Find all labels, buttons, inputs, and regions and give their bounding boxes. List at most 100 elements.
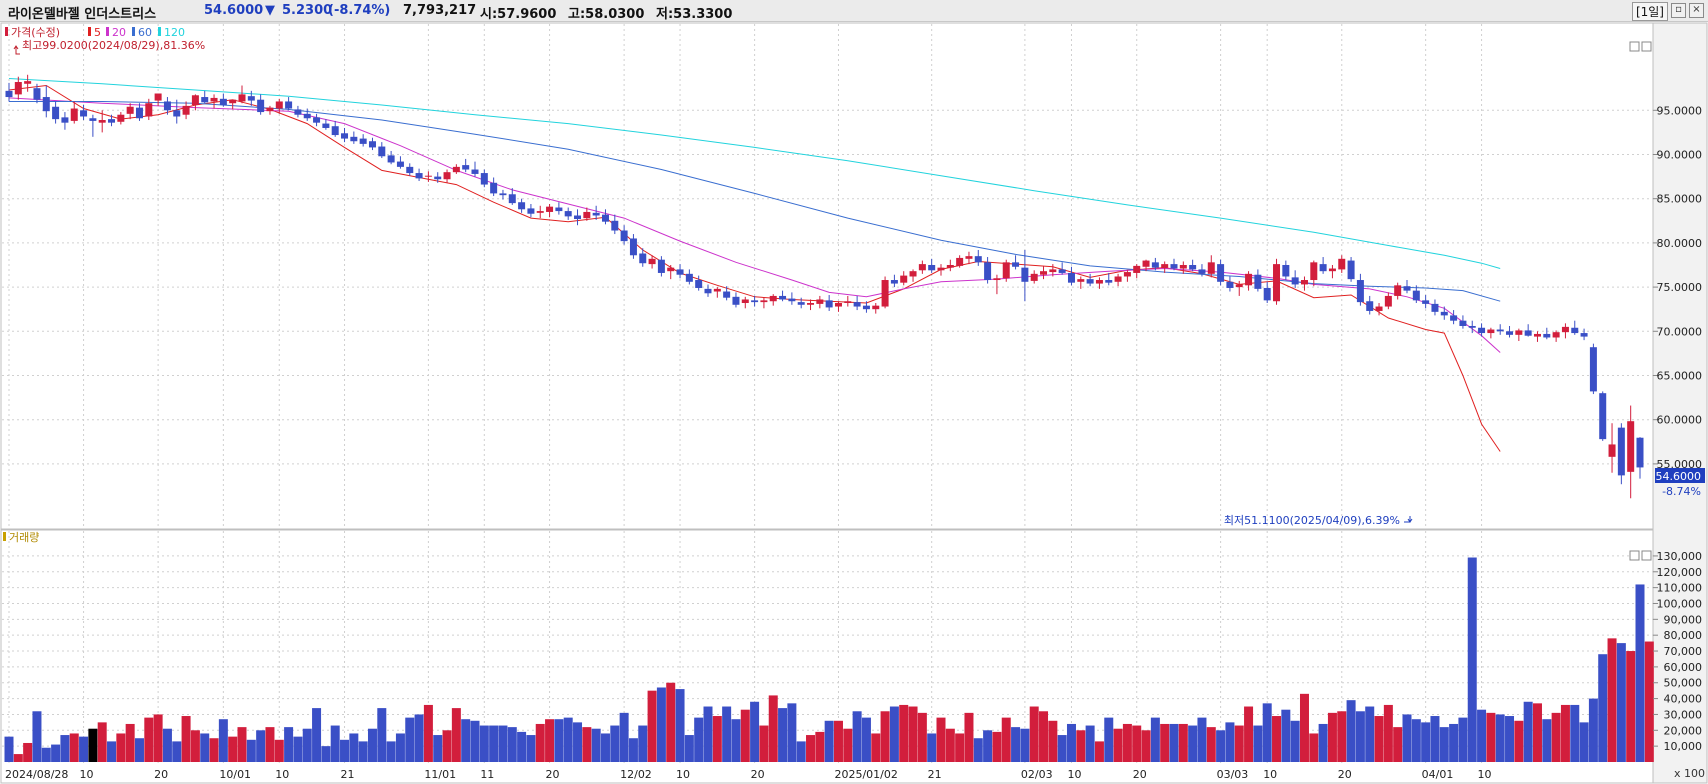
high-marker-icon <box>13 45 20 55</box>
candle-body <box>713 288 721 292</box>
volume-bar <box>218 719 228 762</box>
candle-body <box>918 264 926 271</box>
candle-body <box>1207 262 1215 274</box>
period-selector[interactable]: [1일] <box>1631 2 1668 21</box>
vol-panel-minimize-icon[interactable] <box>1629 550 1640 561</box>
volume-bar <box>507 727 517 762</box>
candle-body <box>52 106 60 120</box>
volume-bar <box>134 738 144 762</box>
volume-bar <box>41 747 51 762</box>
volume-bar <box>153 714 163 762</box>
candle-body <box>1431 303 1439 312</box>
candle-body <box>98 120 106 123</box>
volume-bar <box>1299 693 1309 762</box>
ma60-legend: 60 <box>138 26 152 39</box>
volume-bar <box>1514 720 1524 762</box>
volume-bar <box>442 730 452 762</box>
candle-body <box>135 107 143 119</box>
volume-bar <box>1523 701 1533 762</box>
volume-bar <box>1532 703 1542 762</box>
volume-bar <box>1421 722 1431 762</box>
ma5-legend-swatch <box>88 27 91 36</box>
volume-bar <box>88 728 98 762</box>
panel-maximize-icon[interactable] <box>1641 41 1652 52</box>
volume-bar <box>172 741 182 762</box>
candle-body <box>1142 260 1150 267</box>
date-tick-label: 10 <box>676 768 690 781</box>
volume-bar <box>703 706 713 762</box>
candle-body <box>1226 281 1234 288</box>
volume-bar <box>1579 722 1589 762</box>
volume-bar <box>1486 712 1496 762</box>
volume-bar <box>1029 706 1039 762</box>
candle-body <box>862 305 870 310</box>
volume-bar <box>69 733 79 762</box>
candle-body <box>1291 277 1299 285</box>
candles <box>5 74 1644 499</box>
candle-body <box>527 208 535 214</box>
candle-body <box>639 253 647 264</box>
panel-minimize-icon[interactable] <box>1629 41 1640 52</box>
candle-body <box>1608 444 1616 457</box>
volume-bar <box>666 682 676 762</box>
volume-bar <box>563 717 573 762</box>
volume-bar <box>51 744 61 762</box>
volume-bar <box>573 722 583 762</box>
volume-bar <box>1402 714 1412 762</box>
candle-body <box>1422 300 1430 304</box>
candle-body <box>611 220 619 231</box>
candle-body <box>834 303 842 307</box>
candle-body <box>452 166 460 173</box>
volume-bar <box>498 725 508 762</box>
volume-bar <box>23 742 33 762</box>
candle-body <box>1067 272 1075 283</box>
date-tick-label: 10 <box>1067 768 1081 781</box>
volume-bar <box>1318 723 1328 762</box>
candle-body <box>1049 269 1057 273</box>
candle-body <box>853 302 861 307</box>
volume-bar <box>349 733 359 762</box>
volume-bar <box>79 736 89 762</box>
volume-tick-label: 60,000 <box>1664 661 1703 674</box>
price-tick-label: 75.0000 <box>1657 281 1703 294</box>
candle-body <box>564 211 572 217</box>
date-tick-label: 10 <box>275 768 289 781</box>
candle-body <box>993 278 1001 281</box>
ma120-legend-swatch <box>158 27 161 36</box>
candle-body <box>508 194 516 204</box>
candle-body <box>1636 437 1644 468</box>
volume-bar <box>880 711 890 762</box>
volume-bar <box>647 690 657 762</box>
candle-body <box>797 302 805 305</box>
volume-bar <box>386 741 396 762</box>
last-price-label: 54.6000 <box>1656 470 1702 483</box>
volume-bar <box>1495 714 1505 762</box>
volume-bar <box>367 728 377 762</box>
volume-bar <box>1113 728 1123 762</box>
candle-body <box>1496 329 1504 332</box>
stock-name: 라이온델바젤 인더스트리스 <box>8 7 157 22</box>
volume-bar <box>833 720 843 762</box>
volume-bar <box>1206 727 1216 762</box>
volume-bar <box>1234 725 1244 762</box>
high-note: 최고99.0200(2024/08/29),81.36% <box>22 39 205 52</box>
volume-bar <box>228 736 238 762</box>
candle-body <box>434 176 442 180</box>
candle-body <box>14 82 22 95</box>
candle-body <box>378 146 386 157</box>
volume-bar <box>1542 719 1552 762</box>
volume-bar <box>1374 716 1384 762</box>
candle-body <box>1338 258 1346 270</box>
volume-bar <box>964 712 974 762</box>
vol-panel-maximize-icon[interactable] <box>1641 550 1652 561</box>
volume-bar <box>32 711 42 762</box>
candle-body <box>1589 347 1597 392</box>
candle-body <box>219 98 227 105</box>
candle-body <box>518 202 526 210</box>
candle-body <box>1273 264 1281 302</box>
restore-icon[interactable]: ▫ <box>1671 3 1686 18</box>
close-icon[interactable]: × <box>1689 3 1704 18</box>
candle-body <box>396 161 404 167</box>
date-tick-label: 2024/08/28 <box>5 768 68 781</box>
candle-body <box>1403 286 1411 291</box>
